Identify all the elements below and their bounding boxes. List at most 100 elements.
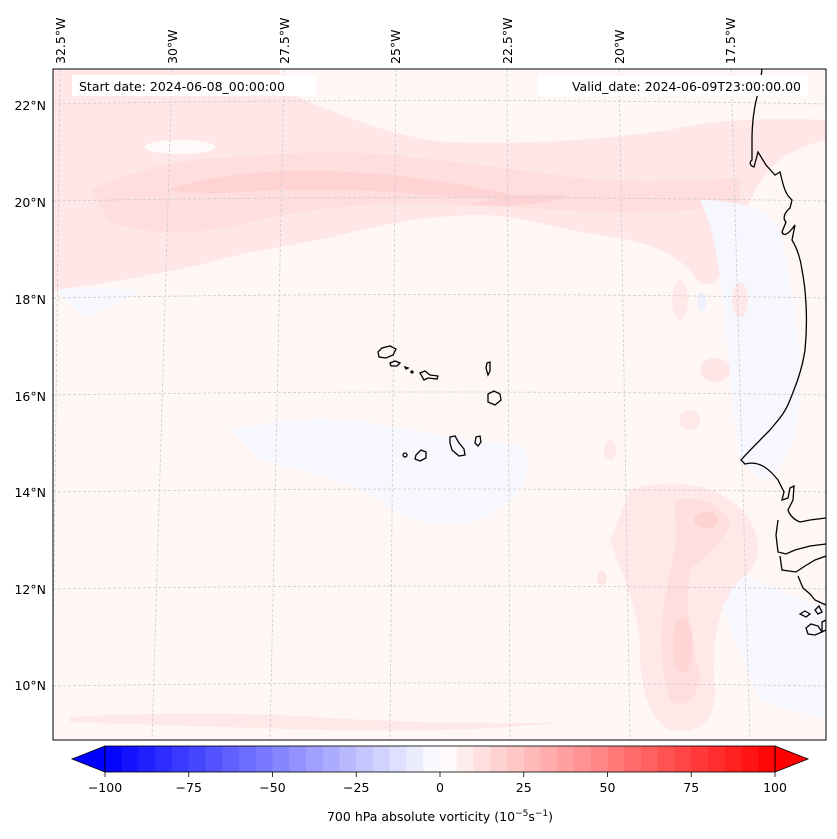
colorbar-cell bbox=[255, 746, 273, 772]
colorbar-cell bbox=[322, 746, 340, 772]
coastline-africa bbox=[740, 69, 826, 523]
coastline-bissagos-4 bbox=[821, 619, 826, 634]
contour-fill-blob bbox=[604, 440, 616, 460]
valid-date-annotation: Valid_date: 2024-06-09T23:00:00.00 bbox=[538, 75, 808, 96]
colorbar-tick-label: −100 bbox=[88, 780, 122, 795]
colorbar-label: 700 hPa absolute vorticity (10−5s−1) bbox=[327, 809, 553, 824]
colorbar-ticks: −100 −75 −50 −25 0 25 50 75 100 bbox=[88, 772, 787, 795]
gridlines bbox=[53, 69, 826, 740]
meridian-30w bbox=[151, 69, 173, 740]
contour-fill-blob bbox=[700, 358, 730, 382]
contour-fill-neg-coastal bbox=[700, 200, 800, 480]
meridian-32-5w bbox=[53, 69, 61, 690]
meridian-25w bbox=[389, 69, 397, 740]
lat-label: 20°N bbox=[14, 195, 46, 210]
lon-label: 17.5°W bbox=[723, 18, 738, 64]
colorbar-cell bbox=[188, 746, 206, 772]
colorbar-tick-label: 25 bbox=[516, 780, 532, 795]
colorbar-cell bbox=[456, 746, 474, 772]
colorbar-cell bbox=[624, 746, 642, 772]
start-date-text: Start date: 2024-06-08_00:00:00 bbox=[79, 79, 285, 94]
colorbar-cell bbox=[691, 746, 709, 772]
colorbar-cell bbox=[741, 746, 759, 772]
contour-fill-neg-west bbox=[58, 287, 140, 318]
island-santa-luzia bbox=[403, 365, 410, 370]
colorbar-cells bbox=[105, 746, 776, 772]
colorbar-cell bbox=[507, 746, 525, 772]
lon-label: 20°W bbox=[612, 29, 627, 64]
island-sal bbox=[485, 361, 491, 377]
contour-fill-core-north bbox=[694, 512, 718, 528]
map-frame bbox=[52, 68, 827, 741]
lon-label: 32.5°W bbox=[53, 18, 68, 64]
island-sao-nicolau bbox=[419, 370, 439, 381]
coastline-guinea-bissau bbox=[797, 575, 826, 606]
contour-fill-sw-strip bbox=[70, 713, 560, 731]
island-sao-vicente bbox=[389, 360, 402, 367]
contour-fill-core-south bbox=[673, 617, 693, 673]
colorbar-tick-label: −75 bbox=[176, 780, 202, 795]
parallel-22n bbox=[53, 100, 826, 105]
colorbar-extend-max-arrow bbox=[774, 745, 810, 773]
colorbar-cell bbox=[607, 746, 625, 772]
lon-label: 22.5°W bbox=[500, 18, 515, 64]
colorbar-cell bbox=[272, 746, 290, 772]
colorbar-cell bbox=[121, 746, 139, 772]
colorbar-cell bbox=[239, 746, 257, 772]
colorbar-cell bbox=[423, 746, 441, 772]
colorbar-tick-label: 50 bbox=[600, 780, 616, 795]
parallel-20n bbox=[53, 197, 826, 202]
colorbar-cell bbox=[674, 746, 692, 772]
valid-date-text: Valid_date: 2024-06-09T23:00:00.00 bbox=[572, 79, 801, 94]
island-santiago bbox=[449, 435, 466, 457]
colorbar-cell bbox=[490, 746, 508, 772]
colorbar-cell bbox=[339, 746, 357, 772]
colorbar-cell bbox=[574, 746, 592, 772]
colorbar-cell bbox=[758, 746, 776, 772]
colorbar-cell bbox=[289, 746, 307, 772]
meridian-27-5w bbox=[269, 69, 285, 740]
colorbar-tick-label: −50 bbox=[259, 780, 285, 795]
contour-fill-neg-se bbox=[700, 560, 826, 720]
contour-fill-neg-central bbox=[230, 419, 528, 524]
latitude-labels: 22°N 20°N 18°N 16°N 14°N 12°N 10°N bbox=[14, 98, 46, 693]
longitude-labels: 32.5°W 30°W 27.5°W 25°W 22.5°W 20°W 17.5… bbox=[53, 18, 738, 64]
contour-fill-blob bbox=[680, 410, 700, 430]
colorbar-cell bbox=[222, 746, 240, 772]
valid-date-box bbox=[538, 75, 808, 96]
colorbar-cell bbox=[356, 746, 374, 772]
colorbar-cell bbox=[590, 746, 608, 772]
colorbar-cell bbox=[155, 746, 173, 772]
colorbar-cell bbox=[523, 746, 541, 772]
colorbar-cell bbox=[473, 746, 491, 772]
island-santo-antao bbox=[377, 345, 397, 359]
map-axes: Start date: 2024-06-08_00:00:00 Valid_da… bbox=[52, 68, 827, 741]
colorbar-cell bbox=[557, 746, 575, 772]
colorbar-cell bbox=[724, 746, 742, 772]
coastline-bissagos-1 bbox=[798, 610, 812, 618]
parallel-16n bbox=[53, 391, 826, 396]
contour-fill-blob bbox=[732, 282, 748, 318]
lon-label: 30°W bbox=[165, 29, 180, 64]
parallel-18n bbox=[53, 294, 826, 299]
coastline-gambia bbox=[775, 519, 826, 555]
parallel-12n bbox=[53, 585, 826, 590]
lat-label: 22°N bbox=[14, 98, 46, 113]
colorbar-cell bbox=[172, 746, 190, 772]
colorbar-cell bbox=[138, 746, 156, 772]
colorbar-cell bbox=[205, 746, 223, 772]
coastline-bissagos-2 bbox=[814, 604, 823, 615]
colorbar-cell bbox=[641, 746, 659, 772]
lon-label: 25°W bbox=[388, 29, 403, 64]
start-date-annotation: Start date: 2024-06-08_00:00:00 bbox=[72, 75, 316, 96]
coastlines bbox=[377, 69, 826, 636]
parallel-14n bbox=[53, 488, 826, 493]
meridian-20w bbox=[618, 69, 631, 740]
colorbar-cell bbox=[406, 746, 424, 772]
colorbar-tick-label: −25 bbox=[343, 780, 369, 795]
colorbar-extend-min-arrow bbox=[70, 745, 106, 773]
contour-fill-band-core-east bbox=[470, 194, 570, 206]
colorbar-tick-label: 100 bbox=[763, 780, 787, 795]
colorbar-tick-label: 0 bbox=[436, 780, 444, 795]
